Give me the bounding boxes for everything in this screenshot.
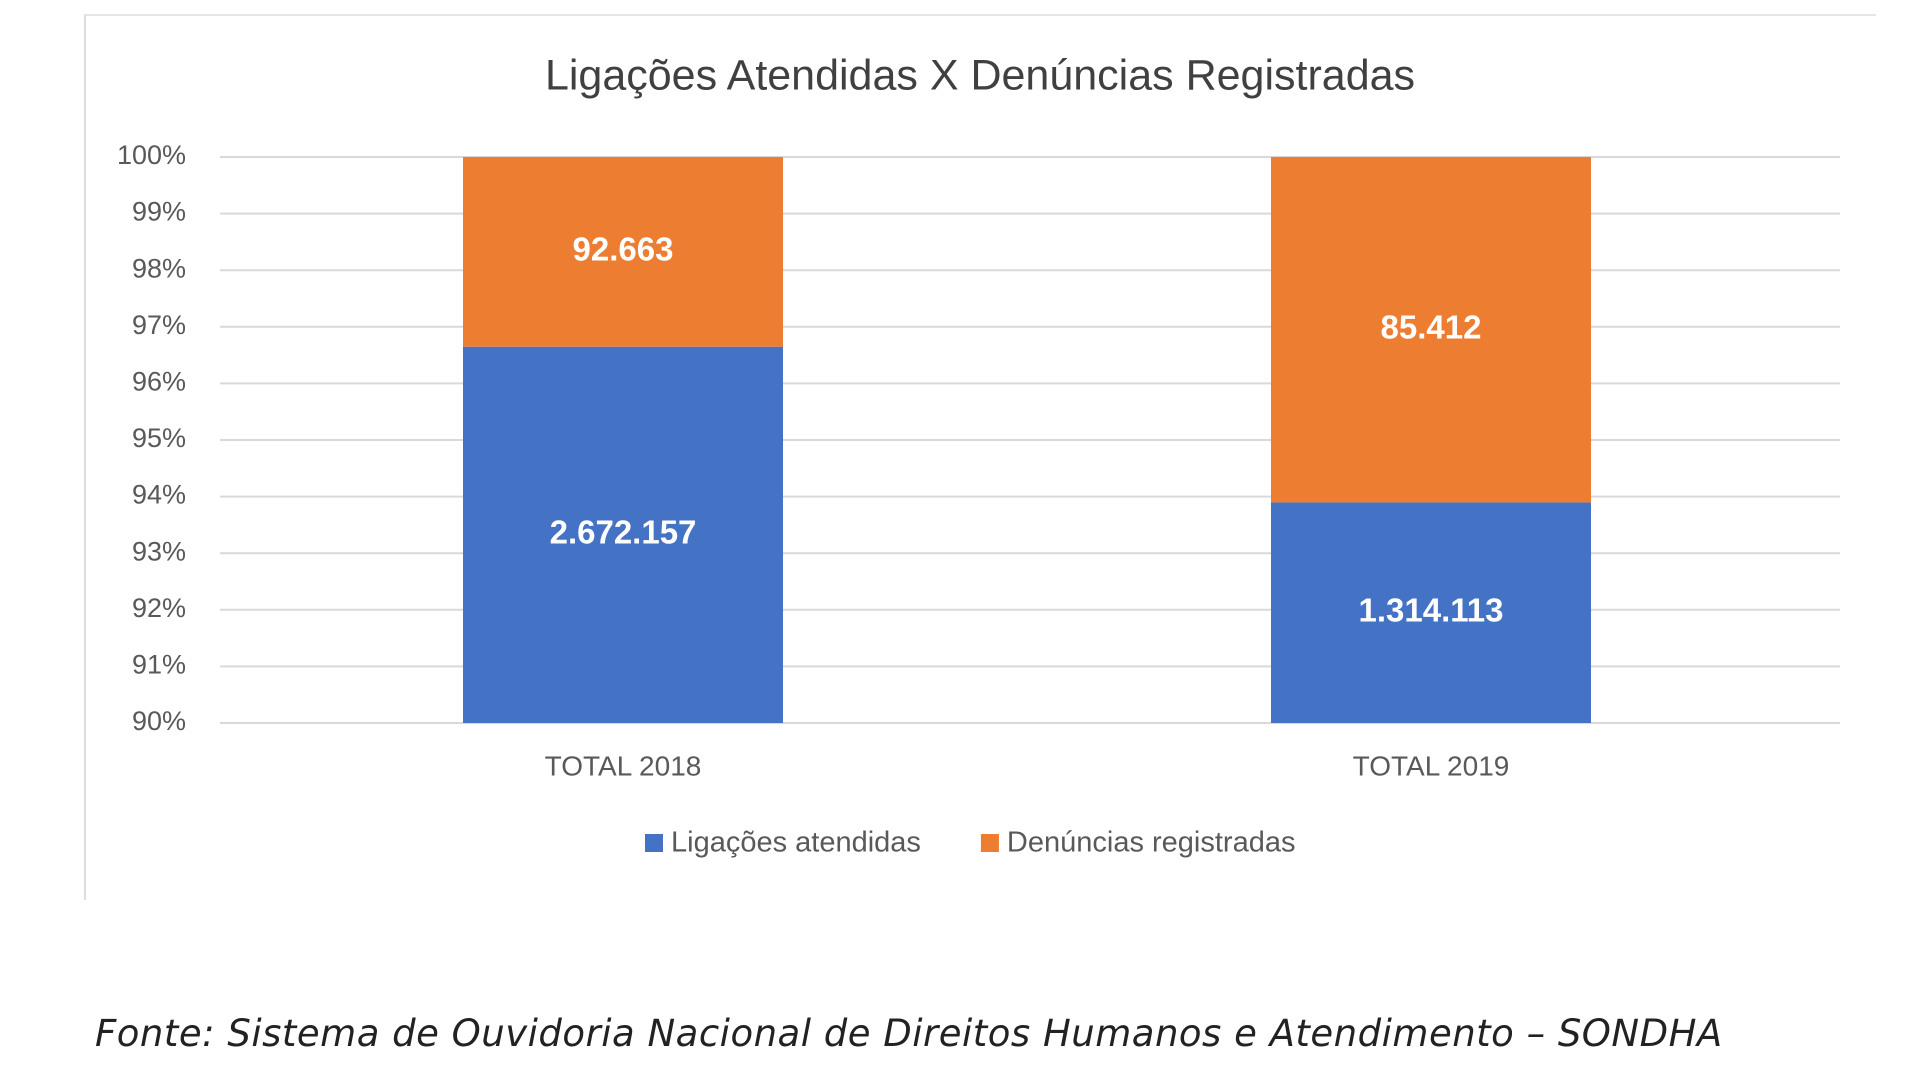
legend-swatch: [645, 834, 663, 852]
y-tick-label: 90%: [132, 706, 186, 736]
x-tick-label: TOTAL 2019: [1353, 750, 1510, 781]
chart-title: Ligações Atendidas X Denúncias Registrad…: [545, 51, 1415, 99]
bar-segment: [1271, 157, 1591, 503]
data-label: 1.314.113: [1359, 591, 1504, 628]
bar-segment: [463, 157, 783, 347]
y-tick-label: 99%: [132, 197, 186, 227]
x-tick-label: TOTAL 2018: [545, 750, 702, 781]
y-tick-label: 98%: [132, 253, 186, 283]
data-label: 85.412: [1381, 308, 1482, 345]
legend-label: Ligações atendidas: [671, 827, 921, 859]
data-label: 2.672.157: [550, 514, 697, 551]
chart: Ligações Atendidas X Denúncias Registrad…: [117, 51, 1840, 859]
y-tick-label: 92%: [132, 593, 186, 623]
y-tick-label: 91%: [132, 650, 186, 680]
y-tick-label: 100%: [117, 140, 186, 170]
data-label: 92.663: [573, 231, 674, 268]
source-note: Fonte: Sistema de Ouvidoria Nacional de …: [95, 1012, 1723, 1055]
legend-label: Denúncias registradas: [1007, 827, 1296, 859]
y-tick-label: 93%: [132, 536, 186, 566]
legend-swatch: [980, 834, 999, 852]
y-tick-label: 94%: [132, 480, 186, 510]
y-tick-label: 96%: [132, 367, 186, 397]
y-tick-label: 95%: [132, 423, 186, 453]
chart-frame: [84, 14, 1876, 900]
bar-segment: [1271, 502, 1591, 723]
y-tick-label: 97%: [132, 310, 186, 340]
bar-segment: [463, 346, 783, 723]
